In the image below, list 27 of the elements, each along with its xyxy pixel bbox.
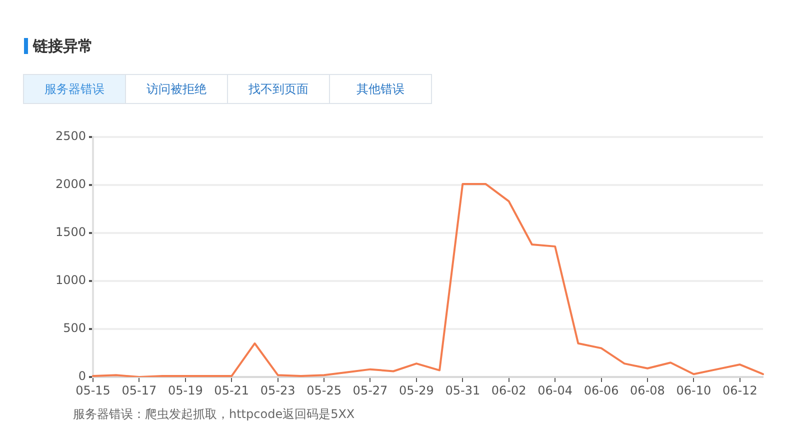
y-tick-label: 1000 (55, 273, 86, 288)
tab[interactable]: 服务器错误 (24, 75, 125, 103)
y-tick-label: 2000 (55, 177, 86, 192)
x-tick-label: 05-17 (122, 383, 157, 398)
x-tick-label: 05-21 (214, 383, 250, 398)
text: 服务器错误：爬虫发起抓取，httpcode返回码是5XX (73, 406, 355, 422)
x-tick-label: 05-15 (76, 383, 110, 398)
x-tick-label: 05-23 (260, 383, 296, 398)
x-tick-label: 06-10 (676, 383, 712, 398)
x-tick-label: 05-25 (306, 383, 342, 398)
x-tick-label: 05-27 (352, 383, 388, 398)
chart-title: 链接异常 (33, 37, 93, 55)
x-tick-label: 06-12 (722, 383, 758, 398)
x-tick-label: 06-06 (584, 383, 619, 398)
tab[interactable]: 找不到页面 (227, 75, 329, 103)
tab[interactable]: 其他错误 (329, 75, 431, 103)
y-tick-label: 2500 (55, 129, 86, 144)
x-tick-label: 06-04 (538, 383, 573, 398)
y-tick-label: 500 (63, 321, 86, 336)
x-tick-label: 05-31 (445, 383, 480, 398)
tab[interactable]: 访问被拒绝 (125, 75, 227, 103)
x-tick-label: 06-08 (630, 383, 665, 398)
x-tick-label: 05-29 (399, 383, 434, 398)
y-tick-label: 1500 (55, 225, 86, 240)
x-tick-label: 06-02 (491, 383, 526, 398)
x-tick-label: 05-19 (168, 383, 203, 398)
y-tick-label: 0 (78, 369, 86, 384)
